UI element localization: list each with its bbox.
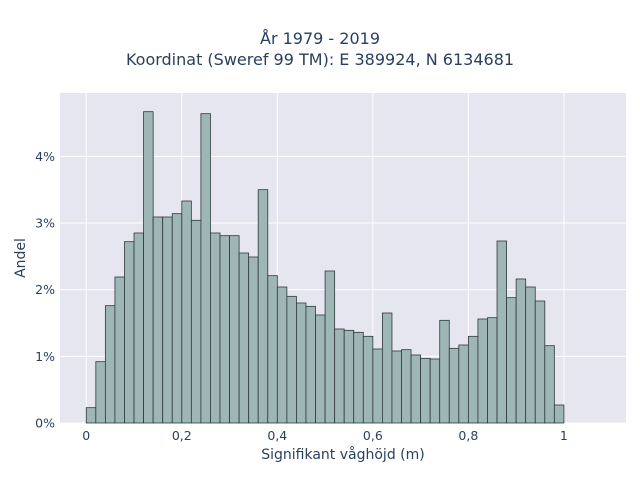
x-axis-ticks: 0 0,2 0,4 0,6 0,8 1 [82, 428, 568, 443]
histogram-bar [114, 276, 125, 424]
y-axis-label: Andel [13, 238, 29, 278]
histogram-bar [448, 347, 460, 424]
histogram-bar [515, 278, 527, 424]
histogram-bar [162, 216, 173, 424]
histogram-bar [133, 232, 144, 424]
y-tick-label: 1% [35, 349, 55, 364]
histogram-bar [190, 219, 202, 424]
chart-subtitle: Koordinat (Sweref 99 TM): E 389924, N 61… [125, 50, 515, 69]
bar-series [85, 111, 565, 424]
histogram-bar [276, 286, 288, 424]
histogram-bar [420, 357, 431, 424]
histogram-bar [382, 312, 393, 424]
histogram-bar [143, 111, 154, 424]
histogram-bar [296, 302, 307, 424]
histogram-bar [229, 235, 240, 424]
histogram-bar [324, 270, 336, 424]
y-axis-ticks: 0% 1% 2% 3% 4% [35, 149, 55, 431]
histogram-bar [458, 344, 469, 424]
x-tick-label: 0,4 [267, 428, 287, 443]
histogram-bar [124, 241, 135, 424]
x-tick-label: 0,2 [172, 428, 192, 443]
histogram-bar [487, 317, 498, 424]
y-tick-label: 0% [35, 416, 55, 431]
x-tick-label: 1 [560, 428, 568, 443]
histogram-bar [200, 113, 211, 424]
y-tick-label: 3% [35, 216, 55, 231]
histogram-bar [525, 286, 536, 424]
y-tick-label: 4% [35, 149, 55, 164]
histogram-bar [219, 235, 230, 424]
histogram-bar [104, 305, 116, 424]
histogram-bar [439, 319, 450, 424]
histogram-bar [267, 275, 278, 424]
histogram-bar [210, 232, 221, 424]
histogram-bar [315, 314, 326, 424]
histogram-bar [429, 358, 441, 424]
histogram-bar [372, 348, 383, 424]
x-tick-label: 0,6 [363, 428, 383, 443]
histogram-bar [534, 300, 546, 424]
histogram-bar [496, 240, 507, 424]
histogram-bar [334, 328, 345, 424]
histogram-bar [401, 349, 412, 424]
histogram-bar [410, 354, 422, 424]
histogram-bar [305, 305, 316, 424]
chart-title: År 1979 - 2019 [260, 29, 380, 48]
histogram-bar [506, 297, 517, 424]
histogram-bar [353, 331, 364, 424]
histogram-bar [248, 256, 259, 424]
histogram-bar [553, 404, 565, 424]
histogram-bar [181, 200, 192, 424]
histogram-bar [85, 407, 97, 424]
histogram-bar [467, 335, 479, 424]
histogram-bar [286, 295, 297, 424]
histogram-bar [362, 335, 374, 424]
histogram-bar [171, 213, 183, 424]
histogram-bar [95, 361, 106, 424]
histogram-bar [544, 345, 555, 424]
histogram-bar [391, 350, 402, 424]
histogram-bar [152, 216, 164, 424]
histogram-bar [257, 189, 269, 424]
histogram-bar [238, 252, 250, 424]
histogram-bar [477, 318, 488, 424]
x-axis-label: Signifikant våghöjd (m) [261, 447, 425, 463]
y-tick-label: 2% [35, 282, 55, 297]
x-tick-label: 0 [82, 428, 90, 443]
histogram-bar [343, 329, 355, 424]
x-tick-label: 0,8 [458, 428, 478, 443]
